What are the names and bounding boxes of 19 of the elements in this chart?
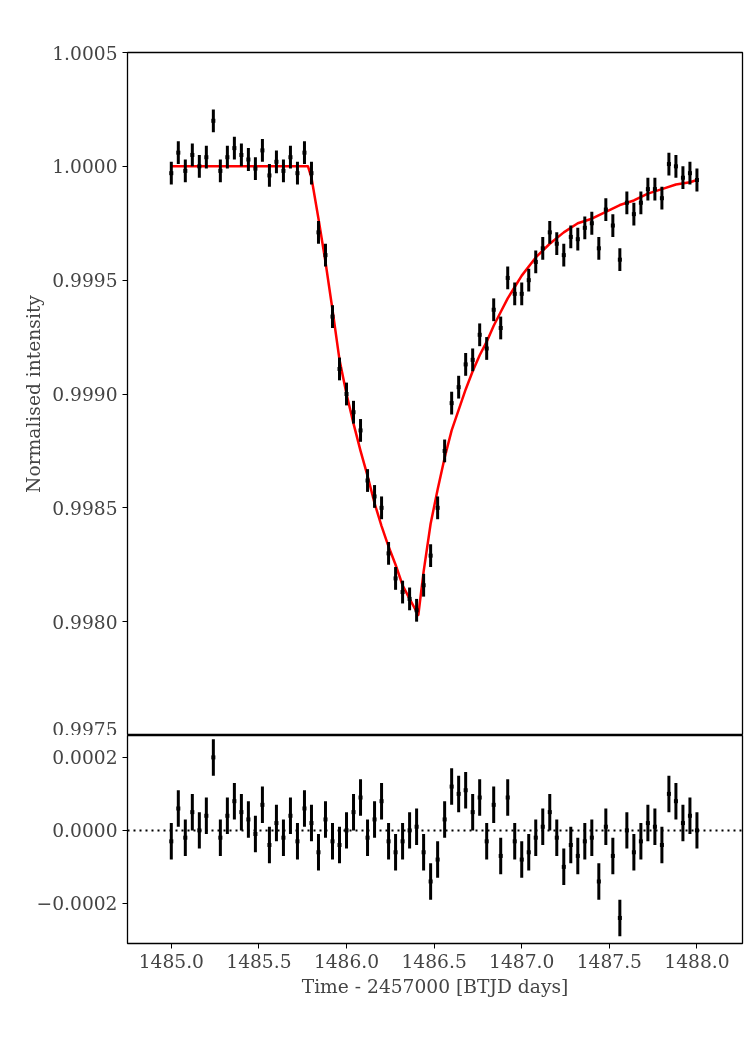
y-tick-label: 0.0002 xyxy=(52,747,118,769)
x-tick-label: 1486.0 xyxy=(313,950,380,972)
y-axis-title: Normalised intensity xyxy=(23,294,45,493)
y-tick-label: 1.0005 xyxy=(52,42,118,64)
y-tick-label: 0.9995 xyxy=(52,270,118,292)
x-tick-label: 1488.0 xyxy=(664,950,730,972)
x-tick-label: 1487.0 xyxy=(489,950,555,972)
y-tick-label: 0.9990 xyxy=(52,384,118,405)
y-tick-label: 0.0000 xyxy=(52,820,118,842)
x-tick-label: 1487.5 xyxy=(576,950,642,972)
y-tick-label: −0.0002 xyxy=(36,893,118,915)
y-tick-label: 1.0000 xyxy=(52,156,118,178)
x-tick-label: 1485.0 xyxy=(138,950,204,972)
x-axis-title: Time - 2457000 [BTJD days] xyxy=(301,975,569,997)
y-tick-label: 0.9975 xyxy=(52,718,118,740)
y-tick-label: 0.9980 xyxy=(52,611,118,633)
x-tick-label: 1486.5 xyxy=(401,950,467,972)
x-tick-label: 1485.5 xyxy=(226,950,292,972)
y-tick-label: 0.9985 xyxy=(52,497,118,519)
